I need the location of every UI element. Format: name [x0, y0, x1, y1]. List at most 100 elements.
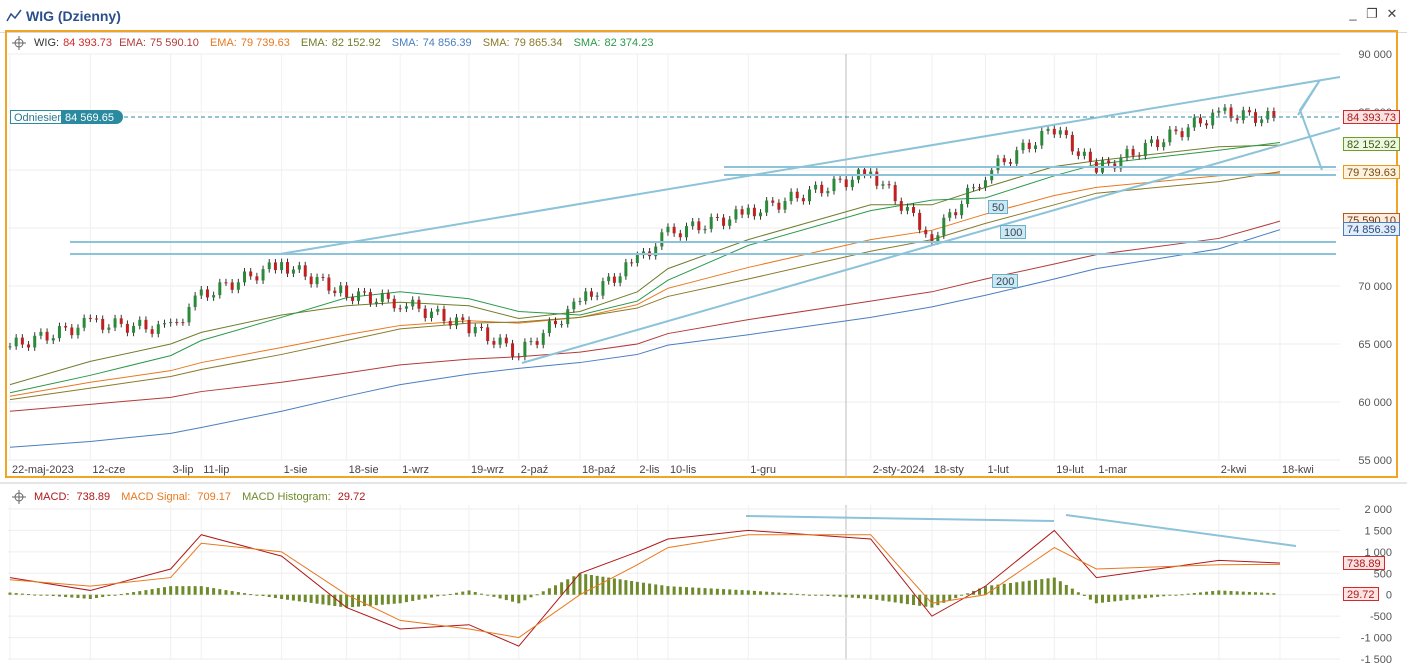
y-tick-label: 65 000: [1358, 339, 1392, 351]
candle-body: [1082, 151, 1086, 156]
histogram-bar: [801, 594, 805, 596]
histogram-bar: [144, 590, 148, 595]
x-tick-label: 11-lip: [203, 464, 229, 476]
candle-body: [261, 269, 265, 281]
histogram-bar: [280, 594, 284, 599]
histogram-bar: [1168, 594, 1172, 596]
legend-hist-value: 29.72: [337, 491, 366, 503]
histogram-bar: [339, 594, 343, 607]
histogram-bar: [1266, 592, 1270, 595]
move-crosshair-icon[interactable]: [12, 36, 26, 50]
y-tick-label: 60 000: [1358, 397, 1392, 409]
legend-sma1-label: SMA:: [391, 37, 419, 49]
candle-body: [448, 321, 452, 326]
legend-signal-label: MACD Signal:: [121, 491, 191, 503]
candle-body: [996, 158, 1000, 171]
projection-line: [1297, 79, 1323, 171]
candle-body: [144, 319, 148, 330]
macd-trend-line: [745, 515, 1055, 522]
candle-body: [1205, 123, 1209, 126]
ma-label-100[interactable]: 100: [1000, 225, 1027, 239]
histogram-bar: [875, 594, 879, 600]
candle-body: [1021, 142, 1025, 151]
ma-label-50[interactable]: 50: [988, 200, 1009, 214]
histogram-bar: [327, 594, 331, 606]
candle-body: [887, 184, 891, 186]
histogram-bar: [1101, 594, 1105, 603]
candle-body: [807, 189, 811, 202]
ma-label-200[interactable]: 200: [992, 274, 1019, 288]
histogram-bar: [473, 592, 477, 595]
move-crosshair-icon[interactable]: [12, 490, 26, 504]
histogram-bar: [199, 586, 203, 595]
x-tick-label: 19-wrz: [471, 464, 504, 476]
histogram-bar: [70, 594, 74, 598]
candle-body: [57, 326, 61, 339]
histogram-bar: [461, 591, 465, 595]
candle-body: [517, 356, 521, 358]
candle-body: [789, 191, 793, 202]
histogram-bar: [33, 594, 37, 596]
histogram-bar: [181, 586, 185, 595]
restore-icon[interactable]: ❐: [1366, 6, 1378, 21]
candle-body: [912, 206, 916, 213]
histogram-bar: [560, 582, 564, 595]
minimize-icon[interactable]: _: [1349, 6, 1357, 21]
y-tick-label: 90 000: [1358, 49, 1392, 61]
histogram-bar: [1247, 591, 1251, 595]
candle-body: [1168, 129, 1172, 143]
candle-body: [504, 337, 508, 344]
histogram-bar: [351, 594, 355, 608]
legend-wig-label: WIG:: [34, 37, 60, 49]
candle-body: [156, 324, 160, 334]
histogram-bar: [230, 591, 234, 595]
close-icon[interactable]: ✕: [1386, 6, 1398, 21]
histogram-bar: [1254, 592, 1258, 595]
histogram-bar: [1125, 594, 1129, 601]
candle-body: [752, 207, 756, 217]
y-tick-label: 70 000: [1358, 281, 1392, 293]
histogram-bar: [57, 594, 61, 597]
candle-body: [595, 295, 599, 297]
candle-body: [218, 282, 222, 296]
histogram-bar: [95, 594, 99, 599]
candle-body: [607, 276, 611, 282]
x-tick-label: 1-sie: [284, 464, 308, 476]
histogram-bar: [1027, 580, 1031, 595]
legend-sma1-value: 74 856.39: [422, 37, 472, 49]
candle-body: [8, 346, 12, 348]
histogram-bar: [1008, 583, 1012, 595]
legend-sma2-label: SMA:: [482, 37, 510, 49]
histogram-bar: [771, 592, 775, 595]
histogram-bar: [697, 587, 701, 595]
histogram-bar: [286, 594, 290, 600]
candle-body: [566, 309, 570, 325]
histogram-bar: [641, 582, 645, 595]
candle-body: [212, 295, 216, 298]
candle-body: [734, 209, 738, 220]
candle-body: [966, 187, 970, 204]
reference-value: 84 569.65: [65, 112, 114, 124]
candle-body: [703, 228, 707, 231]
histogram-value-badge: 29.72: [1343, 587, 1379, 601]
histogram-bar: [1156, 594, 1160, 597]
price-chart-panel[interactable]: [5, 30, 1398, 478]
candle-body: [826, 191, 830, 194]
histogram-bar: [924, 594, 928, 607]
histogram-bar: [380, 594, 384, 605]
candle-body: [523, 341, 527, 357]
y-tick-label: 1 000: [1364, 547, 1392, 559]
histogram-bar: [88, 594, 92, 599]
histogram-bar: [978, 588, 982, 595]
histogram-bar: [1015, 582, 1019, 595]
histogram-bar: [1113, 594, 1117, 602]
histogram-bar: [261, 594, 265, 597]
candle-body: [1260, 119, 1264, 123]
candle-body: [942, 217, 946, 236]
histogram-bar: [27, 594, 31, 596]
candle-body: [978, 187, 982, 189]
histogram-bar: [1143, 594, 1147, 599]
candle-body: [339, 285, 343, 294]
legend-macd-value: 738.89: [76, 491, 111, 503]
